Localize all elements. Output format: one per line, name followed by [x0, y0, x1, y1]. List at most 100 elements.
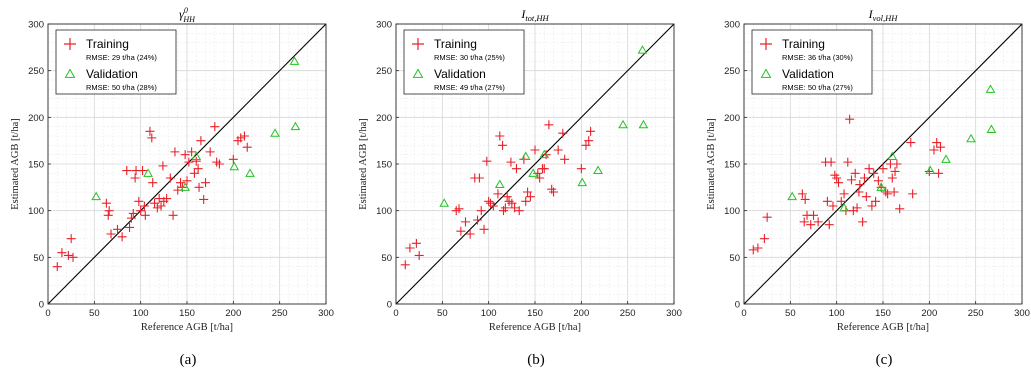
y-axis-label: Estimated AGB [t/ha] [10, 118, 21, 210]
training-point [63, 250, 73, 260]
training-point [510, 203, 520, 213]
training-point [521, 196, 531, 206]
training-point [935, 142, 945, 152]
y-tick-label: 250 [28, 66, 44, 77]
chart-panel-3: 0 50 100 150 200 250 300 0 50 100 150 200 250 300 Refe… [706, 7, 1030, 368]
training-point [867, 201, 877, 211]
training-point [165, 173, 175, 183]
y-tick-label: 150 [376, 160, 392, 171]
training-point [162, 194, 172, 204]
legend-marker-training [412, 38, 424, 50]
panel-title: Ivol,HH [868, 7, 899, 23]
training-point [68, 252, 78, 262]
training-point [549, 187, 559, 197]
validation-point [528, 168, 539, 177]
training-point [523, 187, 533, 197]
training-point [191, 156, 201, 166]
training-point [147, 133, 157, 143]
x-axis-label: Reference AGB [t/ha] [489, 322, 581, 333]
validation-point [494, 179, 505, 189]
training-point [892, 159, 902, 169]
training-point [560, 154, 570, 164]
y-axis-label: Estimated AGB [t/ha] [358, 118, 369, 210]
panel-caption: (b) [527, 352, 545, 368]
training-point [906, 138, 916, 148]
x-tick-label: 100 [481, 308, 497, 319]
training-point [126, 213, 136, 223]
legend: Training RMSE: 29 t/ha (24%) Validation RMS… [55, 29, 177, 95]
y-tick-label: 200 [376, 113, 392, 124]
panel-caption: (a) [180, 352, 197, 368]
validation-point [143, 168, 153, 177]
training-point [456, 226, 466, 236]
training-point [201, 178, 211, 188]
training-point [488, 201, 498, 211]
training-point [57, 248, 67, 258]
training-point [122, 166, 132, 176]
validation-point [577, 177, 588, 187]
training-point [544, 120, 554, 130]
training-point [826, 157, 836, 167]
validation-point [191, 151, 202, 161]
training-point [454, 204, 464, 214]
panel-caption: (c) [876, 352, 893, 368]
training-point [846, 175, 856, 185]
training-point [861, 192, 871, 202]
identity-line [47, 23, 327, 305]
y-tick-label: 0 [735, 300, 740, 311]
y-tick-label: 150 [28, 160, 44, 171]
training-point [138, 166, 148, 176]
training-point [881, 187, 891, 197]
validation-point [520, 151, 531, 161]
training-point [800, 194, 810, 204]
x-tick-label: 300 [1014, 308, 1030, 319]
training-point [465, 229, 475, 239]
training-point [858, 217, 868, 227]
training-point [400, 260, 410, 270]
training-point [158, 161, 168, 171]
series-validation [91, 56, 301, 201]
training-point [852, 203, 862, 213]
training-point [189, 168, 199, 178]
training-point [411, 238, 421, 248]
validation-point [229, 161, 240, 171]
validation-point [941, 154, 951, 163]
legend-marker-validation [64, 68, 76, 78]
x-tick-label: 0 [45, 308, 50, 319]
training-point [502, 192, 512, 202]
x-axis-label: Reference AGB [t/ha] [837, 322, 929, 333]
x-tick-label: 250 [968, 308, 984, 319]
training-point [101, 198, 111, 208]
x-tick-label: 150 [875, 308, 891, 319]
training-point [493, 189, 503, 199]
x-tick-label: 150 [527, 308, 543, 319]
title-sub: tot,HH [525, 13, 549, 23]
training-point [753, 243, 763, 253]
identity-line [395, 23, 675, 305]
legend-label: Validation [434, 67, 486, 81]
training-point [871, 196, 881, 206]
training-point [66, 234, 76, 244]
training-point [405, 243, 415, 253]
training-point [889, 187, 899, 197]
validation-point [180, 182, 191, 191]
y-tick-label: 200 [724, 113, 740, 124]
panel-title: γ0 HH [179, 6, 196, 24]
training-point [150, 198, 160, 208]
training-point [139, 201, 149, 211]
training-point [839, 189, 849, 199]
training-point [932, 138, 942, 148]
training-point [845, 114, 855, 124]
training-point [473, 215, 483, 225]
legend-marker-validation [760, 68, 772, 78]
y-tick-label: 300 [28, 20, 44, 31]
training-point [414, 250, 424, 260]
y-tick-label: 300 [376, 20, 392, 31]
validation-point [787, 191, 798, 201]
training-point [113, 224, 122, 234]
x-tick-label: 200 [921, 308, 937, 319]
training-point [586, 126, 596, 136]
training-point [104, 206, 114, 216]
training-point [479, 224, 489, 234]
